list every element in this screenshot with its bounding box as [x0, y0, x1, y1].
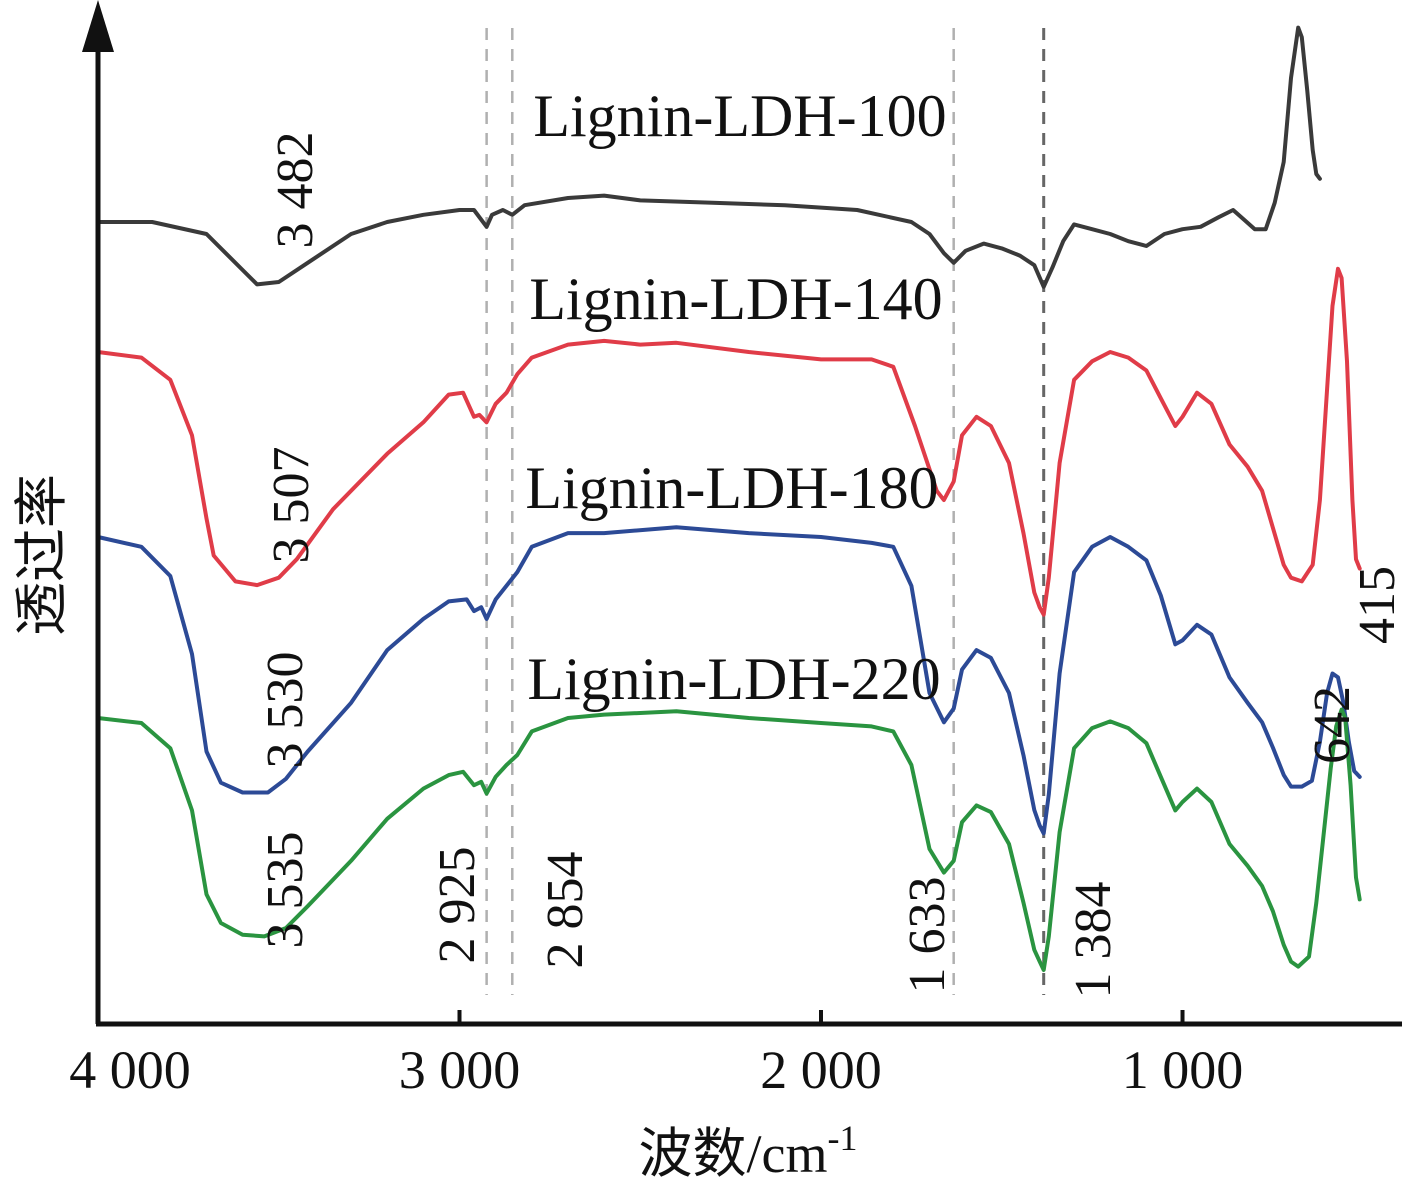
x-tick-label: 4 000 — [69, 1040, 191, 1100]
peak-label: 3 507 — [263, 447, 320, 564]
y-axis-label: 透过率 — [12, 474, 72, 636]
peak-label: 415 — [1349, 566, 1406, 644]
x-ticks: 4 000 3 000 2 000 1 000 — [69, 1010, 1243, 1100]
series-group — [96, 25, 1362, 972]
series-label: Lignin-LDH-100 — [533, 83, 946, 149]
x-tick-label: 3 000 — [399, 1040, 521, 1100]
series-line — [96, 266, 1362, 617]
series-line — [96, 25, 1322, 289]
reference-line-label: 2 925 — [429, 847, 486, 964]
peak-label: 3 482 — [267, 132, 324, 249]
x-tick-label: 2 000 — [760, 1040, 882, 1100]
peak-label: 642 — [1304, 686, 1361, 764]
series-label: Lignin-LDH-180 — [525, 455, 938, 521]
peak-label: 3 530 — [257, 652, 314, 769]
x-axis-label: 波数/cm-1 — [639, 1118, 858, 1181]
reference-line-label: 2 854 — [537, 852, 594, 969]
series-line — [96, 525, 1362, 836]
y-axis-arrow — [82, 0, 114, 52]
reference-line-label: 1 633 — [899, 877, 956, 994]
peak-label: 3 535 — [257, 832, 314, 949]
series-label: Lignin-LDH-140 — [529, 266, 942, 332]
series-line — [96, 707, 1362, 972]
labels: 2 925 2 854 1 633 1 384 Lignin-LDH-100 3 482 L… — [257, 83, 1406, 999]
series-label: Lignin-LDH-220 — [527, 646, 940, 712]
reference-line-label: 1 384 — [1065, 882, 1122, 999]
x-tick-label: 1 000 — [1122, 1040, 1244, 1100]
